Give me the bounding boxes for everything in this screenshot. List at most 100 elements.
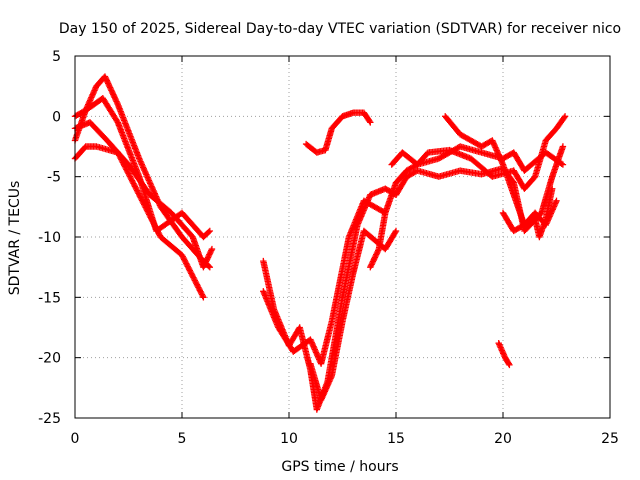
data-point xyxy=(134,188,141,196)
data-point xyxy=(153,225,160,232)
data-point xyxy=(366,117,373,125)
data-point xyxy=(143,207,151,214)
series-arc-13 xyxy=(499,185,556,241)
data-point xyxy=(179,253,186,260)
data-point xyxy=(207,248,214,256)
data-point xyxy=(204,254,212,261)
data-point xyxy=(187,268,194,276)
data-point xyxy=(132,184,139,191)
data-point xyxy=(371,255,378,263)
data-point xyxy=(195,285,203,293)
plot-frame xyxy=(74,55,611,419)
series-arc-2 xyxy=(71,95,214,241)
data-point xyxy=(180,256,188,263)
data-point xyxy=(193,280,200,287)
data-point xyxy=(121,163,129,170)
data-point xyxy=(369,258,377,265)
data-point xyxy=(185,265,193,273)
data-point xyxy=(189,273,196,280)
data-point xyxy=(370,257,377,264)
data-point xyxy=(178,251,186,259)
data-point xyxy=(152,223,159,231)
grid-lines xyxy=(74,55,611,419)
data-point xyxy=(150,219,157,227)
data-point xyxy=(118,157,126,165)
data-point xyxy=(373,251,380,258)
data-point xyxy=(367,262,375,269)
data-point xyxy=(123,167,131,175)
data-point xyxy=(114,149,121,156)
data-point xyxy=(138,197,146,204)
y-tick-label: -10 xyxy=(38,230,61,246)
data-point xyxy=(128,176,135,183)
data-point xyxy=(371,254,379,261)
data-point xyxy=(368,261,375,268)
data-point xyxy=(185,264,192,271)
x-tick-label: 20 xyxy=(494,431,512,447)
series-arc-4 xyxy=(71,143,207,301)
data-point xyxy=(124,169,131,176)
data-point xyxy=(204,255,211,263)
y-tick-label: -15 xyxy=(38,290,61,306)
data-point xyxy=(205,252,212,260)
data-point xyxy=(374,248,381,256)
y-tick-label: -20 xyxy=(38,351,61,367)
data-point xyxy=(113,117,121,125)
x-tick-label: 10 xyxy=(280,431,298,447)
data-point xyxy=(190,275,198,283)
data-point xyxy=(201,261,208,268)
data-point xyxy=(153,226,161,234)
data-point xyxy=(128,177,136,184)
data-point xyxy=(145,209,152,217)
series-arc-6 xyxy=(260,197,389,367)
data-point xyxy=(131,181,138,189)
data-point xyxy=(148,216,156,224)
data-point xyxy=(192,278,199,286)
data-point xyxy=(196,287,204,294)
x-axis-label: GPS time / hours xyxy=(281,459,398,475)
series-arc-11 xyxy=(392,143,567,235)
data-point xyxy=(205,228,212,236)
data-point xyxy=(561,113,569,120)
data-point xyxy=(190,274,197,281)
data-point xyxy=(127,174,134,182)
data-point xyxy=(198,289,205,297)
data-point xyxy=(203,257,210,264)
x-tick-label: 0 xyxy=(71,431,80,447)
data-point xyxy=(115,150,122,158)
x-tick-label: 15 xyxy=(387,431,405,447)
data-point xyxy=(182,258,189,266)
data-point xyxy=(135,190,142,197)
data-point xyxy=(136,191,143,198)
data-point xyxy=(133,185,140,193)
data-point xyxy=(505,360,512,367)
chart-title: Day 150 of 2025, Sidereal Day-to-day VTE… xyxy=(59,21,621,37)
series-arc-9 xyxy=(367,143,567,271)
data-point xyxy=(369,259,376,267)
data-point xyxy=(559,143,567,150)
tick-labels: 0 5 10 15 20 25 -25 -20 -15 -10 -5 0 5 xyxy=(38,49,619,447)
data-point xyxy=(137,194,144,201)
x-tick-label: 5 xyxy=(178,431,187,447)
data-point xyxy=(146,212,154,220)
data-point xyxy=(155,230,163,238)
data-point xyxy=(122,164,129,172)
y-tick-label: 0 xyxy=(52,109,61,125)
data-point xyxy=(183,260,190,267)
series-arc-8 xyxy=(302,109,374,156)
data-point xyxy=(140,200,147,207)
data-point xyxy=(392,227,400,235)
data-point xyxy=(372,252,379,260)
series-arc-7 xyxy=(307,227,400,404)
data-point xyxy=(155,229,162,236)
data-point xyxy=(151,222,159,229)
data-point xyxy=(202,258,210,265)
data-point xyxy=(117,154,124,162)
y-tick-label: -25 xyxy=(38,411,61,427)
data-point xyxy=(559,161,567,168)
y-axis-label: SDTVAR / TECUs xyxy=(7,181,23,296)
data-point xyxy=(126,173,134,180)
data-point xyxy=(121,162,128,169)
data-point xyxy=(116,153,124,160)
